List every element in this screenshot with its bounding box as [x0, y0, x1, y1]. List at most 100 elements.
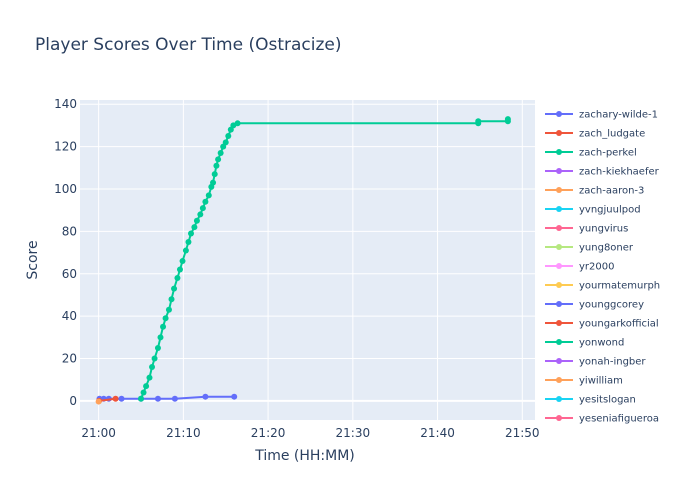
y-tick-label: 100: [54, 182, 77, 196]
legend-label: zachary-wilde-1: [579, 110, 658, 121]
legend[interactable]: zachary-wilde-1 zach_ludgate zach-perkel za…: [545, 110, 660, 425]
legend-swatch-marker: [556, 339, 562, 345]
legend-label: zach-aaron-3: [579, 186, 644, 197]
data-point: [217, 149, 224, 156]
data-point: [162, 315, 169, 322]
data-point: [215, 156, 222, 163]
legend-label: yeseniafigueroa: [579, 414, 659, 425]
legend-item[interactable]: zach-perkel: [545, 148, 637, 159]
legend-label: zach_ludgate: [579, 129, 645, 140]
legend-label: yiwilliam: [579, 376, 623, 387]
x-tick-label: 21:00: [81, 426, 116, 440]
data-point: [151, 355, 158, 362]
legend-swatch-marker: [556, 377, 562, 383]
legend-item[interactable]: younggcorey: [545, 300, 644, 311]
data-point: [211, 171, 218, 178]
legend-item[interactable]: yung8oner: [545, 243, 634, 254]
x-tick-label: 21:20: [251, 426, 286, 440]
legend-item[interactable]: yonah-ingber: [545, 357, 646, 368]
legend-label: yungvirus: [579, 224, 628, 235]
data-point: [146, 374, 153, 381]
data-point: [171, 285, 178, 292]
data-point: [112, 395, 119, 402]
data-point: [193, 217, 200, 224]
data-point: [202, 393, 209, 400]
legend-label: zach-kiekhaefer: [579, 167, 660, 178]
data-point: [231, 393, 238, 400]
data-point: [154, 395, 161, 402]
legend-label: zach-perkel: [579, 148, 637, 159]
legend-label: yung8oner: [579, 243, 634, 254]
legend-swatch-marker: [556, 130, 562, 136]
data-point: [199, 205, 206, 212]
y-tick-label: 80: [62, 224, 77, 238]
data-point: [160, 323, 167, 330]
legend-label: yvngjuulpod: [579, 205, 641, 216]
data-point: [168, 296, 175, 303]
y-tick-label: 140: [54, 97, 77, 111]
legend-item[interactable]: yeseniafigueroa: [545, 414, 659, 425]
data-point: [225, 133, 232, 140]
y-tick-label: 120: [54, 140, 77, 154]
x-tick-label: 21:40: [420, 426, 455, 440]
data-point: [95, 398, 102, 405]
legend-label: younggcorey: [579, 300, 644, 311]
data-point: [176, 266, 183, 273]
data-point: [157, 334, 164, 341]
legend-item[interactable]: zach-kiekhaefer: [545, 167, 660, 178]
data-point: [205, 192, 212, 199]
legend-swatch-marker: [556, 415, 562, 421]
legend-swatch-marker: [556, 282, 562, 288]
legend-swatch-marker: [556, 396, 562, 402]
legend-item[interactable]: yungvirus: [545, 224, 628, 235]
grid: [80, 100, 535, 420]
legend-item[interactable]: zachary-wilde-1: [545, 110, 658, 121]
data-point: [222, 139, 229, 146]
data-point: [179, 258, 186, 265]
legend-swatch-marker: [556, 301, 562, 307]
data-point: [182, 247, 189, 254]
y-tick-label: 60: [62, 267, 77, 281]
legend-item[interactable]: yesitslogan: [545, 395, 636, 406]
legend-item[interactable]: yr2000: [545, 262, 614, 273]
legend-item[interactable]: yourmatemurph: [545, 281, 660, 292]
plot-background: [80, 100, 535, 420]
data-point: [504, 116, 511, 123]
legend-swatch-marker: [556, 149, 562, 155]
data-point: [234, 120, 241, 127]
legend-item[interactable]: yonwond: [545, 338, 624, 349]
series-zach-perkel: [138, 116, 511, 402]
data-point: [138, 395, 145, 402]
data-point: [149, 364, 156, 371]
x-tick-label: 21:50: [505, 426, 540, 440]
data-point: [185, 238, 192, 245]
legend-swatch-marker: [556, 263, 562, 269]
data-point: [202, 198, 209, 205]
legend-label: yesitslogan: [579, 395, 636, 406]
series-zach-aaron-3: [95, 398, 102, 405]
data-point: [174, 275, 181, 282]
data-point: [118, 395, 125, 402]
legend-swatch-marker: [556, 206, 562, 212]
data-point: [165, 306, 172, 313]
legend-swatch-marker: [556, 244, 562, 250]
legend-swatch-marker: [556, 320, 562, 326]
legend-swatch-marker: [556, 225, 562, 231]
data-point: [171, 395, 178, 402]
legend-swatch-marker: [556, 187, 562, 193]
y-tick-label: 20: [62, 352, 77, 366]
legend-swatch-marker: [556, 168, 562, 174]
legend-item[interactable]: yvngjuulpod: [545, 205, 641, 216]
legend-item[interactable]: zach-aaron-3: [545, 186, 644, 197]
data-point: [191, 224, 198, 231]
legend-item[interactable]: yiwilliam: [545, 376, 623, 387]
data-point: [213, 162, 220, 169]
legend-label: yonah-ingber: [579, 357, 646, 368]
y-axis-title: Score: [25, 240, 41, 279]
data-point: [210, 179, 217, 186]
legend-item[interactable]: youngarkofficial: [545, 319, 659, 330]
data-point: [197, 211, 204, 218]
x-axis-title: Time (HH:MM): [254, 448, 355, 464]
legend-item[interactable]: zach_ludgate: [545, 129, 645, 140]
